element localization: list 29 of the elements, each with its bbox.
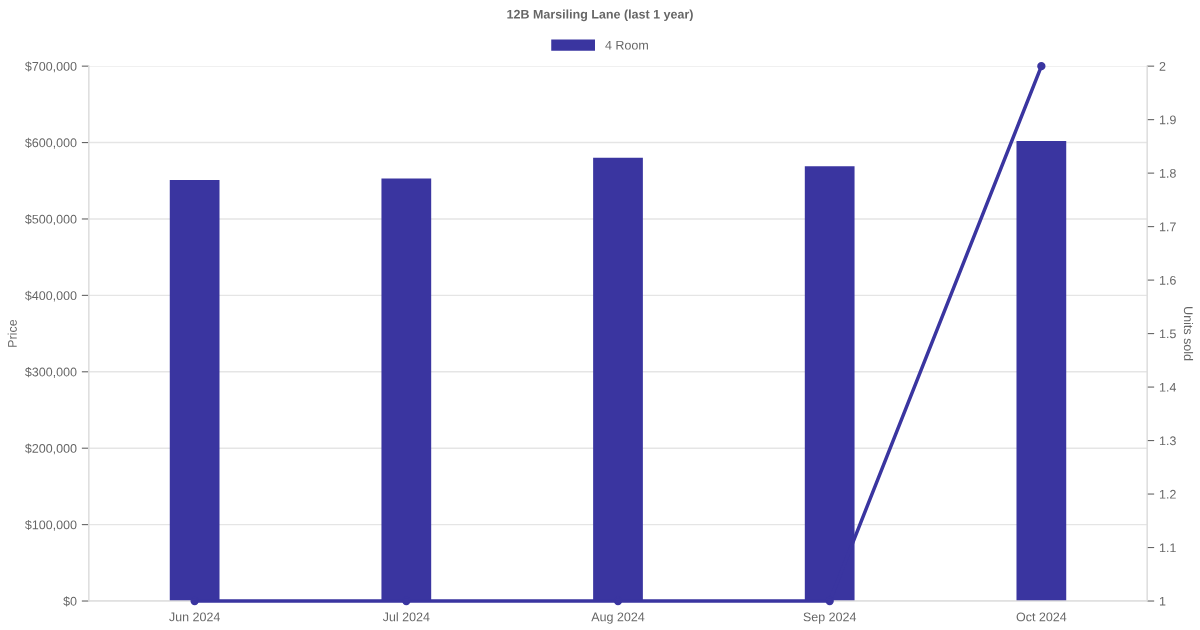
y2-tick-label: 1.9	[1159, 115, 1176, 125]
y2-axis-title: Units sold	[1183, 307, 1194, 361]
x-tick-label: Sep 2024	[803, 612, 857, 624]
y2-tick-label: 1.3	[1159, 436, 1176, 446]
y-tick-label: $500,000	[25, 214, 77, 226]
y2-tick-label: 1.7	[1159, 222, 1176, 232]
y-tick-label: $300,000	[25, 367, 77, 378]
y-axis-title: Price	[7, 319, 17, 347]
y-tick-label: $200,000	[25, 443, 77, 455]
y-tick-label: $0	[63, 596, 77, 607]
y2-tick-label: 1	[1159, 596, 1166, 606]
y-tick-label: $600,000	[25, 137, 77, 149]
bar	[1016, 141, 1067, 602]
x-tick-label: Aug 2024	[591, 612, 645, 624]
x-tick-label: Jul 2024	[382, 612, 430, 622]
y2-tick-label: 1.8	[1159, 168, 1176, 178]
chart-title: 12B Marsiling Lane (last 1 year)	[507, 9, 693, 22]
x-tick-label: Jun 2024	[169, 612, 220, 622]
y-tick-label: $100,000	[25, 519, 77, 531]
y2-tick-label: 1.1	[1159, 543, 1176, 553]
x-tick-label: Oct 2024	[1016, 612, 1067, 622]
y2-tick-label: 1.5	[1159, 329, 1176, 339]
y2-tick-label: 2	[1159, 61, 1166, 71]
y-tick-label: $700,000	[25, 61, 77, 73]
legend-label: 4 Room	[605, 40, 648, 50]
y2-tick-label: 1.2	[1159, 489, 1176, 499]
y2-tick-label: 1.4	[1159, 383, 1177, 392]
y-tick-label: $400,000	[25, 290, 77, 302]
y2-tick-label: 1.6	[1159, 275, 1176, 285]
